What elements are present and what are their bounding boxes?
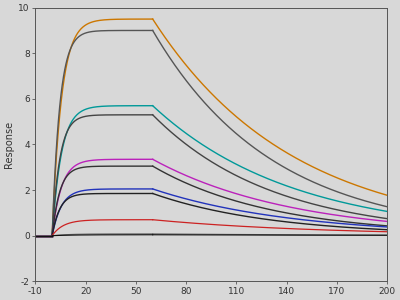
Y-axis label: Response: Response (4, 121, 14, 168)
